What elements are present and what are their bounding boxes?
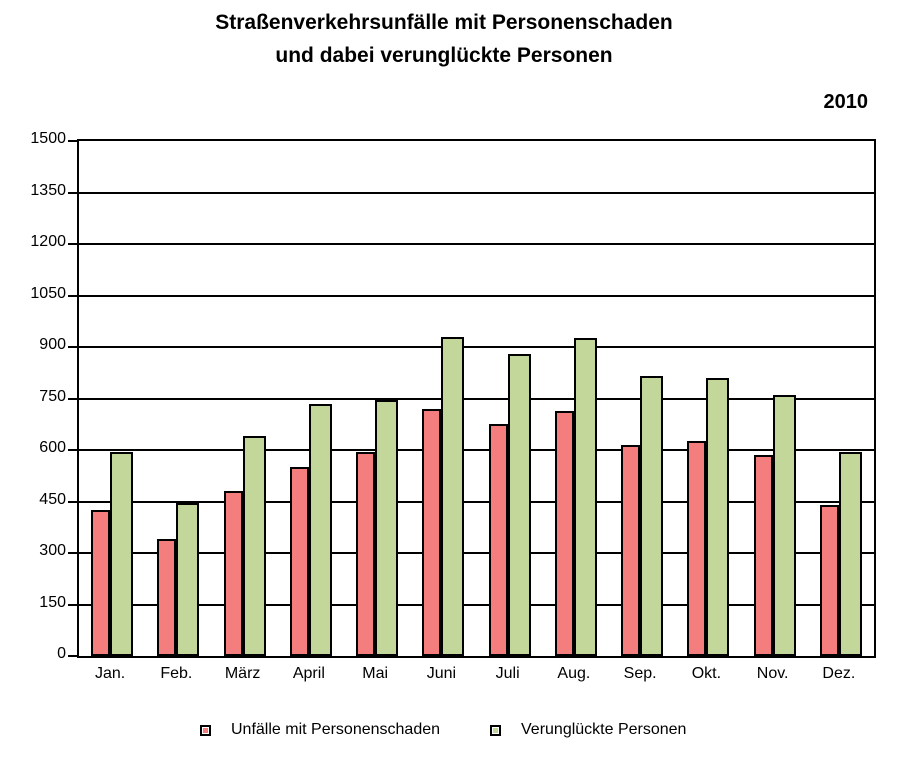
y-tick-300 — [68, 552, 77, 554]
legend-item-unfaelle: Unfälle mit Personenschaden — [200, 721, 440, 739]
x-axis-label-juni: Juni — [426, 665, 457, 682]
legend-swatch-unfaelle — [200, 724, 211, 736]
gridline-450 — [79, 500, 874, 503]
x-axis-label-sep: Sep. — [623, 665, 657, 682]
chart-title: Straßenverkehrsunfälle mit Personenschad… — [0, 6, 888, 72]
bar-verunglueckte-juni — [441, 336, 465, 656]
bar-verunglueckte-sep — [640, 376, 664, 656]
x-axis-label-nov: Nov. — [756, 665, 789, 682]
gridline-1200 — [79, 243, 874, 245]
y-axis-label-1500: 1500 — [30, 130, 66, 147]
chart-title-line1: Straßenverkehrsunfälle mit Personenschad… — [215, 11, 673, 34]
y-tick-750 — [68, 397, 77, 400]
bar-verunglueckte-märz — [242, 436, 266, 656]
bar-unfaelle-juli — [488, 424, 508, 656]
y-axis-label-450: 450 — [39, 490, 66, 508]
bar-verunglueckte-mai — [375, 400, 399, 656]
y-axis-label-300: 300 — [39, 542, 66, 559]
x-axis-label-märz: März — [224, 665, 261, 682]
y-axis-label-750: 750 — [39, 387, 66, 405]
y-axis-label-1050: 1050 — [30, 284, 66, 302]
bar-unfaelle-okt — [687, 441, 707, 656]
y-tick-1350 — [68, 191, 77, 194]
y-axis-label-0: 0 — [57, 645, 66, 662]
bar-unfaelle-aug — [554, 410, 574, 656]
bar-verunglueckte-feb — [176, 503, 200, 656]
x-axis-label-juli: Juli — [495, 665, 520, 682]
bar-unfaelle-juni — [422, 408, 442, 656]
bar-verunglueckte-juli — [507, 353, 531, 656]
bar-unfaelle-feb — [157, 539, 177, 656]
gridline-900 — [79, 346, 874, 348]
x-axis-label-okt: Okt. — [691, 665, 722, 682]
y-tick-900 — [68, 346, 77, 348]
y-axis-label-1200: 1200 — [30, 233, 66, 250]
bar-verunglueckte-nov — [772, 395, 796, 656]
x-axis-label-dez: Dez. — [822, 665, 856, 682]
y-tick-1500 — [68, 140, 77, 142]
bar-verunglueckte-april — [308, 403, 332, 656]
legend-item-verunglueckte: Verunglückte Personen — [490, 721, 686, 739]
chart-title-line2: und dabei verunglückte Personen — [275, 44, 613, 67]
bar-unfaelle-nov — [753, 455, 773, 656]
y-tick-450 — [68, 500, 77, 503]
y-axis-label-600: 600 — [39, 439, 66, 456]
x-axis-label-aug: Aug. — [557, 665, 591, 682]
gridline-750 — [79, 397, 874, 400]
x-axis-label-april: April — [292, 665, 325, 682]
y-axis-label-1350: 1350 — [30, 181, 66, 199]
bar-unfaelle-april — [289, 467, 309, 656]
year-label: 2010 — [823, 91, 869, 113]
legend-label-unfaelle: Unfälle mit Personenschaden — [231, 721, 441, 738]
y-tick-600 — [68, 449, 77, 451]
legend-label-verunglueckte: Verunglückte Personen — [521, 721, 687, 738]
gridline-600 — [79, 449, 874, 451]
gridline-1350 — [79, 191, 874, 194]
bar-unfaelle-jan — [91, 510, 111, 656]
y-axis-label-900: 900 — [39, 336, 66, 353]
bar-verunglueckte-okt — [706, 377, 730, 656]
y-axis-label-150: 150 — [39, 593, 66, 611]
y-tick-1050 — [68, 294, 77, 297]
bar-unfaelle-märz — [223, 491, 243, 656]
y-tick-150 — [68, 603, 77, 606]
y-tick-1200 — [68, 243, 77, 245]
plot-area — [68, 139, 876, 658]
bar-unfaelle-mai — [356, 451, 376, 656]
bar-unfaelle-sep — [621, 444, 641, 656]
bar-verunglueckte-aug — [573, 338, 597, 656]
bar-unfaelle-dez — [819, 504, 839, 656]
gridline-1050 — [79, 294, 874, 297]
gridline-150 — [79, 603, 874, 606]
x-axis-label-jan: Jan. — [95, 665, 126, 682]
y-tick-0 — [68, 655, 77, 657]
bar-verunglueckte-jan — [110, 451, 134, 656]
bar-verunglueckte-dez — [838, 451, 862, 656]
gridline-300 — [79, 552, 874, 554]
x-axis-label-feb: Feb. — [160, 665, 193, 682]
x-axis-label-mai: Mai — [362, 665, 389, 682]
legend-swatch-verunglueckte — [490, 724, 501, 736]
